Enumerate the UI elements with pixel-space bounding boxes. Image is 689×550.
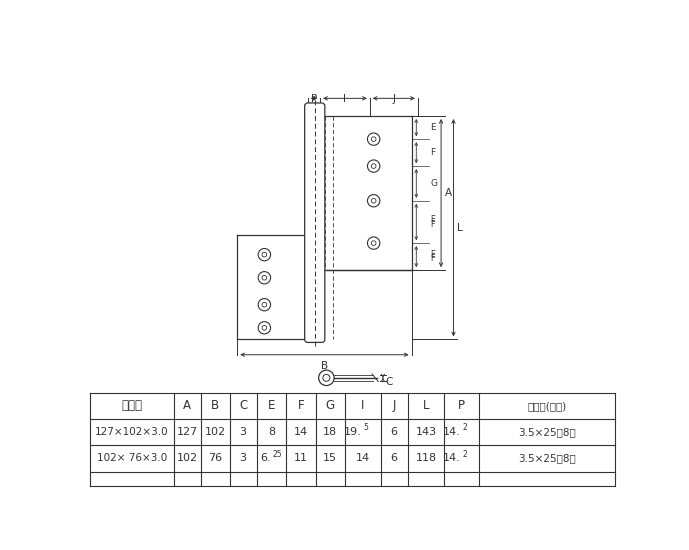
Text: 127×102×3.0: 127×102×3.0 xyxy=(95,427,169,437)
Circle shape xyxy=(371,241,376,245)
Text: A: A xyxy=(183,399,192,412)
Circle shape xyxy=(258,272,271,284)
Circle shape xyxy=(371,137,376,141)
Text: L: L xyxy=(423,399,429,412)
Text: 3.5×25（8）: 3.5×25（8） xyxy=(518,453,576,463)
Circle shape xyxy=(318,370,334,386)
Text: 8: 8 xyxy=(268,427,275,437)
Text: G: G xyxy=(326,399,335,412)
Text: 15: 15 xyxy=(323,453,337,463)
Circle shape xyxy=(262,302,267,307)
Text: 14: 14 xyxy=(294,427,308,437)
Circle shape xyxy=(367,160,380,172)
Text: C: C xyxy=(385,377,393,387)
Circle shape xyxy=(371,199,376,203)
Text: 3: 3 xyxy=(240,453,247,463)
Text: I: I xyxy=(344,95,347,104)
Circle shape xyxy=(258,299,271,311)
Text: E: E xyxy=(430,215,435,224)
Circle shape xyxy=(323,375,330,381)
Text: 5: 5 xyxy=(364,424,369,432)
Text: 25: 25 xyxy=(272,450,282,459)
Text: サイズ: サイズ xyxy=(121,399,143,412)
Text: 3.5×25（8）: 3.5×25（8） xyxy=(518,427,576,437)
Text: L: L xyxy=(457,223,463,233)
Circle shape xyxy=(262,252,267,257)
Text: F: F xyxy=(430,148,435,157)
Text: 102: 102 xyxy=(176,453,198,463)
Circle shape xyxy=(258,322,271,334)
Text: I: I xyxy=(361,399,364,412)
Text: J: J xyxy=(392,95,395,104)
Text: 143: 143 xyxy=(415,427,437,437)
Text: G: G xyxy=(430,179,438,188)
Text: 19.: 19. xyxy=(344,427,362,437)
Circle shape xyxy=(367,133,380,145)
Text: 127: 127 xyxy=(176,427,198,437)
Text: 木ネジ(本数): 木ネジ(本数) xyxy=(528,401,567,411)
Text: J: J xyxy=(393,399,396,412)
Text: 18: 18 xyxy=(323,427,338,437)
Text: F: F xyxy=(430,255,435,263)
Text: 2: 2 xyxy=(462,450,467,459)
Text: 76: 76 xyxy=(208,453,223,463)
Text: 11: 11 xyxy=(294,453,308,463)
Text: 102: 102 xyxy=(205,427,226,437)
Circle shape xyxy=(371,164,376,168)
Text: 102× 76×3.0: 102× 76×3.0 xyxy=(96,453,167,463)
Circle shape xyxy=(367,195,380,207)
Text: P: P xyxy=(311,95,317,104)
Circle shape xyxy=(262,326,267,330)
Text: B: B xyxy=(321,361,328,371)
Text: C: C xyxy=(239,399,247,412)
Text: F: F xyxy=(430,220,435,229)
Text: E: E xyxy=(430,123,436,132)
Text: A: A xyxy=(445,188,452,198)
Text: E: E xyxy=(430,250,435,258)
Text: 2: 2 xyxy=(462,424,467,432)
Text: 6.: 6. xyxy=(260,453,271,463)
Text: E: E xyxy=(267,399,275,412)
Text: F: F xyxy=(298,399,304,412)
Text: 14.: 14. xyxy=(443,427,461,437)
Text: 6: 6 xyxy=(391,427,398,437)
Circle shape xyxy=(367,237,380,249)
Text: 14: 14 xyxy=(356,453,370,463)
Text: 3: 3 xyxy=(240,427,247,437)
Text: B: B xyxy=(211,399,219,412)
Text: 14.: 14. xyxy=(443,453,461,463)
FancyBboxPatch shape xyxy=(305,103,325,343)
Text: 118: 118 xyxy=(415,453,437,463)
Circle shape xyxy=(258,249,271,261)
Text: 6: 6 xyxy=(391,453,398,463)
Text: P: P xyxy=(458,399,465,412)
Circle shape xyxy=(262,276,267,280)
